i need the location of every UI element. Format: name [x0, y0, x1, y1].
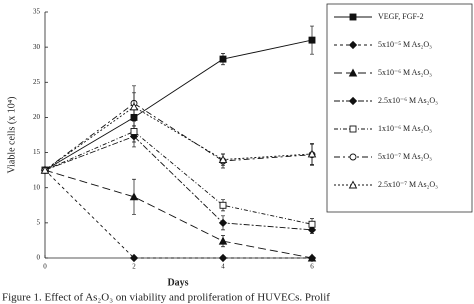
- series-line: [44, 130, 313, 225]
- marker: [308, 36, 316, 44]
- y-tick-label: 20: [33, 113, 41, 121]
- y-tick-label: 0: [37, 254, 41, 262]
- y-tick-label: 25: [33, 78, 41, 86]
- legend-label: 5x10⁻⁶ M As₂O₃: [378, 68, 432, 77]
- marker: [218, 236, 228, 245]
- marker: [129, 253, 139, 263]
- marker: [129, 192, 139, 201]
- legend-label: 5x10⁻⁵ M As₂O₃: [378, 40, 432, 49]
- marker: [308, 220, 316, 228]
- marker: [348, 68, 358, 77]
- series-line: [44, 135, 313, 231]
- legend-label: VEGF, FGF-2: [378, 12, 424, 21]
- series-line: [44, 39, 313, 171]
- y-axis-label: Viable cells (x 10⁴): [6, 96, 17, 173]
- marker: [219, 201, 227, 209]
- marker: [348, 40, 358, 50]
- marker: [218, 218, 228, 227]
- series-line: [44, 169, 313, 259]
- y-tick-label: 5: [37, 218, 41, 226]
- marker: [218, 253, 228, 263]
- legend-label: 2.5x10⁻⁷ M As₂O₃: [378, 180, 438, 189]
- x-tick-label: 6: [310, 263, 314, 271]
- series-line: [44, 102, 313, 171]
- series-line: [44, 106, 313, 171]
- x-axis-label: Days: [167, 277, 188, 288]
- marker: [40, 165, 50, 174]
- x-tick-label: 2: [132, 263, 136, 271]
- caption: Figure 1. Effect of As₂O₃ on viability a…: [2, 292, 330, 304]
- y-tick-label: 15: [33, 148, 41, 156]
- marker: [348, 96, 358, 106]
- y-tick-label: 10: [33, 183, 41, 191]
- legend-label: 5x10⁻⁷ M As₂O₃: [378, 152, 432, 161]
- marker: [130, 128, 138, 135]
- legend-label: 1x10⁻⁶ M As₂O₃: [378, 124, 432, 133]
- marker: [219, 55, 227, 63]
- legend-label: 2.5x10⁻⁶ M As₂O₃: [378, 96, 438, 105]
- marker: [349, 153, 357, 161]
- marker: [349, 125, 357, 133]
- y-tick-label: 30: [33, 43, 41, 51]
- legend-box: [326, 3, 473, 213]
- y-tick-label: 35: [33, 8, 41, 16]
- x-tick-label: 4: [221, 263, 225, 271]
- x-tick-label: 0: [43, 263, 47, 271]
- marker: [307, 149, 317, 158]
- marker: [307, 253, 317, 262]
- marker: [218, 155, 228, 164]
- marker: [348, 180, 358, 189]
- marker: [129, 102, 139, 111]
- series-line: [44, 169, 312, 259]
- marker: [349, 13, 357, 21]
